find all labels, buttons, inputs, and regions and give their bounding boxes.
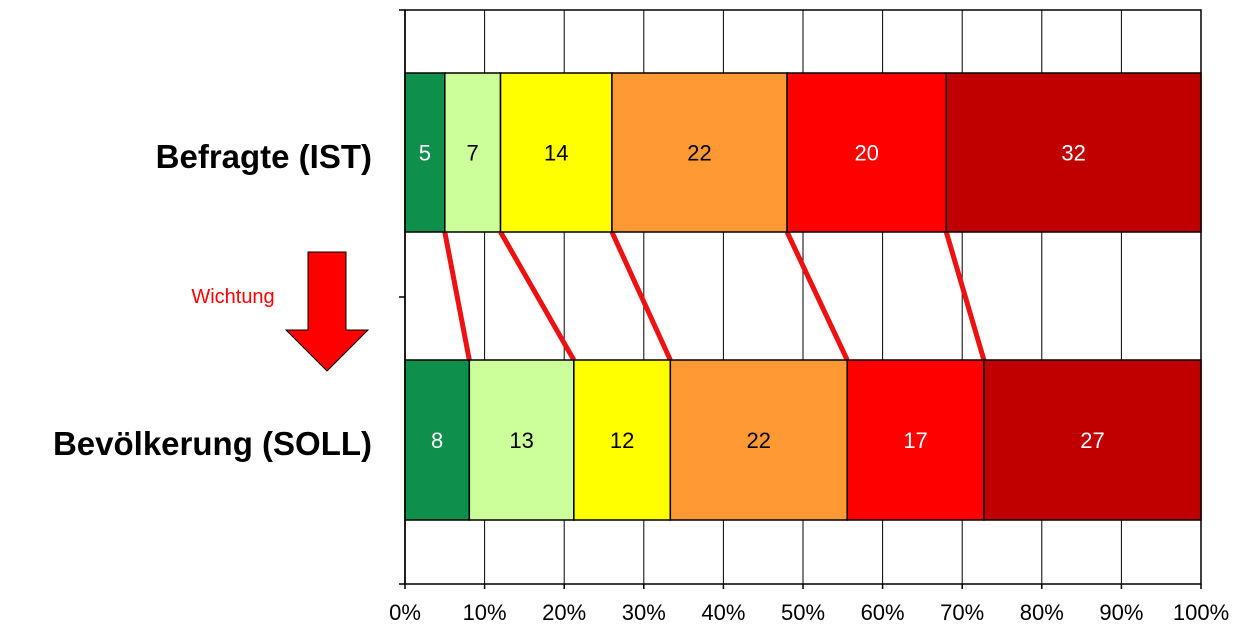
weighting-arrow: Wichtung [191, 251, 370, 372]
data-labels: 5 7 14 22 20 32 8 13 12 22 17 27 [419, 141, 1105, 454]
data-label: 13 [509, 428, 533, 453]
weighting-connectors [442, 230, 987, 362]
bar-segment [404, 359, 471, 521]
bar-segment [846, 359, 985, 521]
bar-segments [404, 72, 1202, 521]
down-arrow-icon [284, 251, 370, 372]
connector-line [943, 231, 987, 361]
data-label: 17 [903, 428, 927, 453]
x-tick-label: 50% [781, 600, 825, 625]
x-tick-label: 20% [542, 600, 586, 625]
data-label: 14 [544, 141, 568, 166]
arrow-label: Wichtung [191, 286, 274, 308]
connector-line [609, 230, 673, 362]
x-tick-label: 100% [1173, 600, 1229, 625]
x-tick-label: 10% [463, 600, 507, 625]
data-label: 7 [467, 141, 479, 166]
data-label: 8 [431, 428, 443, 453]
x-tick-label: 0% [389, 600, 421, 625]
x-tick-label: 80% [1020, 600, 1064, 625]
bar-segment [669, 359, 848, 521]
category-label: Befragte (IST) [156, 138, 372, 175]
category-labels: Befragte (IST) Bevölkerung (SOLL) [53, 138, 372, 462]
connector-line [498, 230, 577, 362]
bar-segment [444, 72, 502, 233]
axes [399, 9, 1202, 589]
data-label: 22 [687, 141, 711, 166]
data-label: 5 [419, 141, 431, 166]
data-label: 20 [854, 141, 878, 166]
x-tick-label: 90% [1099, 600, 1143, 625]
data-label: 12 [610, 428, 634, 453]
connector-line [442, 231, 472, 361]
connector-line [784, 230, 850, 362]
x-tick-label: 40% [701, 600, 745, 625]
bar-segment [611, 72, 788, 233]
data-label: 27 [1080, 428, 1104, 453]
data-label: 22 [747, 428, 771, 453]
x-tick-label: 60% [861, 600, 905, 625]
data-label: 32 [1061, 141, 1085, 166]
x-tick-label: 70% [940, 600, 984, 625]
bar-segment [468, 359, 575, 521]
bar-segment [573, 359, 672, 521]
x-tick-labels: 0% 10% 20% 30% 40% 50% 60% 70% 80% 90% 100% [389, 600, 1229, 625]
x-tick-label: 30% [622, 600, 666, 625]
bar-segment [983, 359, 1202, 521]
bar-segment [786, 72, 948, 233]
bar-segment [945, 72, 1202, 233]
category-label: Bevölkerung (SOLL) [53, 425, 372, 462]
